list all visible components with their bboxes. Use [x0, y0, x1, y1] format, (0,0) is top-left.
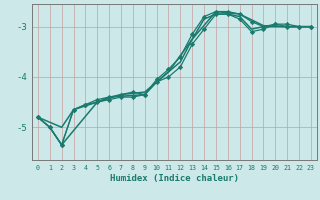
X-axis label: Humidex (Indice chaleur): Humidex (Indice chaleur) — [110, 174, 239, 183]
